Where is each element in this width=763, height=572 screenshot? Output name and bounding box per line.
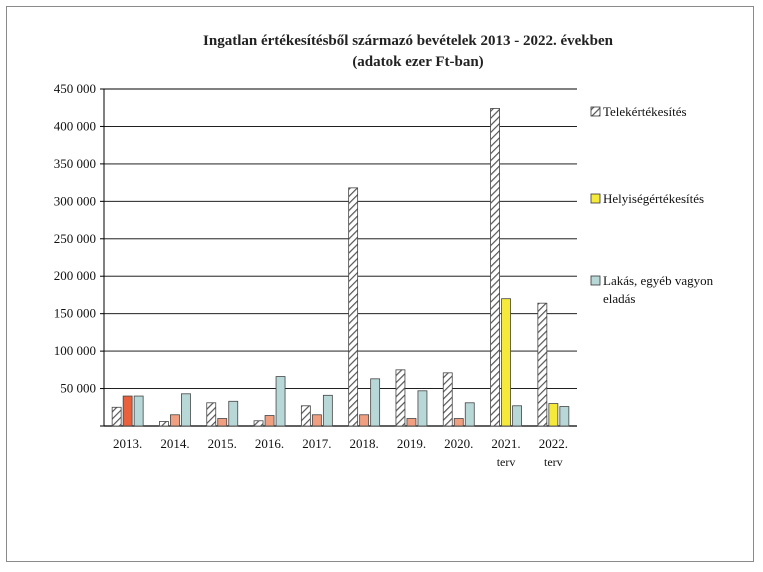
y-axis-ticks: 50 000 100 000 150 000 200 000 250 000 300 00… [54, 81, 96, 396]
y-tick-label: 50 000 [60, 381, 96, 396]
x-axis-ticks: 2013. 2014. 2015. 2016. 2017. 2018. 2019. 2020.… [113, 436, 568, 469]
chart-subtitle: (adatok ezer Ft-ban) [352, 54, 483, 70]
legend-label: Lakás, egyéb vagyon eladás [603, 273, 714, 306]
bar [370, 378, 381, 427]
x-tick-label: 2021. [491, 436, 520, 451]
y-tick-label: 450 000 [54, 81, 96, 96]
legend-swatch [590, 106, 601, 117]
bar [264, 415, 275, 427]
bar [133, 395, 144, 427]
bar [206, 402, 217, 427]
bar [559, 406, 570, 427]
x-tick-sublabel: terv [497, 455, 516, 469]
x-tick-label: 2015. [208, 436, 237, 451]
x-tick-label: 2014. [160, 436, 189, 451]
bar [548, 403, 559, 427]
y-tick-label: 350 000 [54, 156, 96, 171]
y-tick-label: 250 000 [54, 231, 96, 246]
bar [348, 187, 359, 427]
bar [300, 405, 311, 427]
bar [122, 395, 133, 427]
bar [537, 302, 548, 427]
y-tick-label: 100 000 [54, 343, 96, 358]
bar [406, 418, 417, 427]
bar [181, 393, 191, 427]
bar [275, 376, 286, 427]
bar [170, 414, 180, 427]
chart-frame [6, 6, 754, 562]
bar [453, 418, 464, 427]
x-tick-label: 2018. [350, 436, 379, 451]
x-tick-sublabel: terv [544, 455, 563, 469]
x-tick-label: 2020. [444, 436, 473, 451]
bar [512, 405, 522, 427]
bar [442, 372, 453, 427]
bar [417, 390, 428, 427]
x-tick-label: 2013. [113, 436, 142, 451]
bar [159, 421, 169, 427]
bar [311, 414, 322, 427]
bar [228, 400, 239, 427]
bar [501, 298, 511, 427]
bars [111, 108, 570, 427]
y-tick-label: 400 000 [54, 118, 96, 133]
legend-label: Telekértékesítés [603, 104, 687, 119]
bar [464, 402, 475, 427]
legend-swatch [590, 193, 601, 204]
x-tick-label: 2022. [539, 436, 568, 451]
chart-title: Ingatlan értékesítésből származó bevétel… [203, 33, 614, 49]
bar [490, 108, 500, 427]
bar [111, 406, 122, 427]
bar [395, 369, 406, 427]
legend-swatch [590, 275, 601, 286]
y-tick-label: 300 000 [54, 193, 96, 208]
x-tick-label: 2019. [397, 436, 426, 451]
legend-label: Helyiségértékesítés [603, 191, 704, 206]
x-tick-label: 2017. [302, 436, 331, 451]
y-tick-label: 150 000 [54, 306, 96, 321]
legend: Telekértékesítés Helyiségértékesítés Lakás… [590, 104, 714, 306]
bar [322, 394, 333, 427]
bar [359, 414, 370, 427]
bar [217, 418, 228, 427]
y-tick-label: 200 000 [54, 268, 96, 283]
x-tick-label: 2016. [255, 436, 284, 451]
bar [253, 420, 264, 427]
